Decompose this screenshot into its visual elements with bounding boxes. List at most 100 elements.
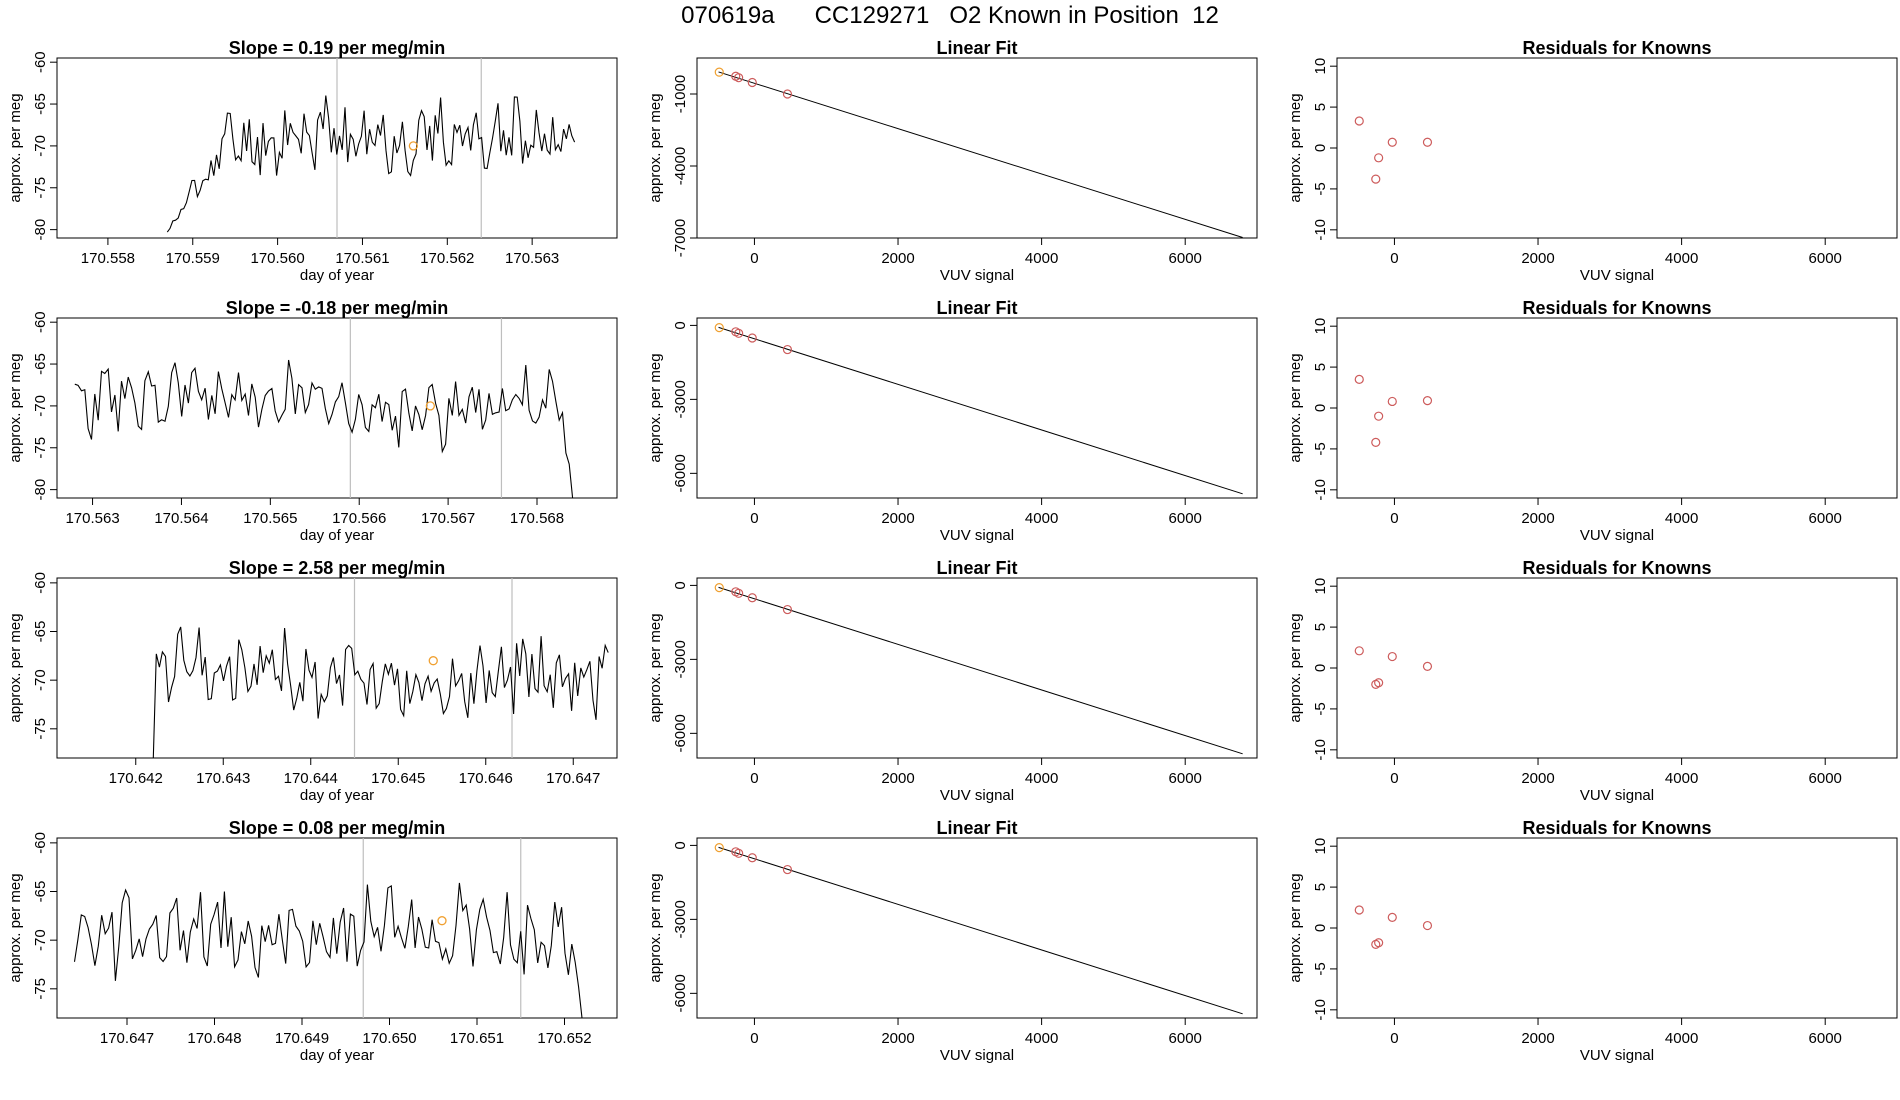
- y-tick-label: -10: [1312, 219, 1329, 241]
- panel-3-3: Residuals for Knowns 0 2000 4000 6000 VUV sig…: [1287, 558, 1898, 804]
- y-axis-label: approx. per meg: [1287, 353, 1304, 462]
- x-tick-label: 6000: [1809, 1030, 1842, 1047]
- x-tick-label: 170.651: [450, 1030, 504, 1047]
- x-tick-label: 0: [1390, 250, 1398, 267]
- x-tick-label: 2000: [1521, 250, 1554, 267]
- x-axis-label: VUV signal: [940, 527, 1014, 544]
- plot-frame: [1336, 57, 1898, 239]
- series-line: [166, 95, 576, 233]
- y-tick-label: -3000: [672, 640, 689, 678]
- y-tick-label: 5: [1312, 363, 1329, 371]
- y-tick-label: -75: [32, 437, 49, 459]
- x-tick-label: 170.642: [109, 770, 163, 787]
- y-tick-label: -75: [32, 177, 49, 199]
- plot-area: [152, 578, 609, 758]
- chart-title: Residuals for Knowns: [1522, 298, 1711, 318]
- chart-title: Linear Fit: [936, 558, 1017, 578]
- x-axis-label: VUV signal: [940, 787, 1014, 804]
- x-tick-label: 170.648: [187, 1030, 241, 1047]
- x-tick-label: 4000: [1025, 250, 1058, 267]
- panel-4-2: Linear Fit 0 2000 4000 6000 VUV signal 0 -3000 -…: [647, 818, 1258, 1064]
- y-tick-label: 0: [1312, 664, 1329, 672]
- x-axis-label: VUV signal: [940, 1047, 1014, 1064]
- x-tick-label: 6000: [1169, 770, 1202, 787]
- data-point: [734, 328, 744, 338]
- x-tick-label: 2000: [1521, 510, 1554, 527]
- panel-2-1: Slope = -0.18 per meg/min 170.563 170.564 1…: [7, 298, 618, 544]
- y-tick-label: 10: [1312, 838, 1329, 855]
- chart-title: Slope = 0.08 per meg/min: [229, 818, 446, 838]
- plot-frame: [696, 57, 1258, 239]
- y-tick-label: -65: [32, 93, 49, 115]
- x-tick-label: 170.566: [332, 510, 386, 527]
- y-tick-label: -70: [32, 135, 49, 157]
- plot-area: [74, 318, 574, 498]
- data-point: [734, 588, 744, 598]
- x-tick-label: 4000: [1665, 510, 1698, 527]
- plot-frame: [1336, 577, 1898, 759]
- chart-title: Residuals for Knowns: [1522, 558, 1711, 578]
- fit-line: [718, 846, 1243, 1015]
- x-tick-label: 0: [1390, 770, 1398, 787]
- x-tick-label: 6000: [1169, 510, 1202, 527]
- x-tick-label: 170.643: [196, 770, 250, 787]
- series-line: [74, 359, 574, 498]
- plot-frame: [1336, 317, 1898, 499]
- panel-1-2: Linear Fit 0 2000 4000 6000 VUV signal -1000 -4…: [647, 38, 1258, 284]
- y-tick-label: -60: [32, 311, 49, 333]
- x-tick-label: 170.562: [420, 250, 474, 267]
- y-tick-label: -10: [1312, 739, 1329, 761]
- x-tick-label: 170.646: [459, 770, 513, 787]
- x-tick-label: 170.558: [81, 250, 135, 267]
- chart-title: Slope = 0.19 per meg/min: [229, 38, 446, 58]
- x-axis-label: VUV signal: [1580, 787, 1654, 804]
- data-point: [1371, 437, 1381, 447]
- y-tick-label: -3000: [672, 380, 689, 418]
- y-tick-label: 5: [1312, 623, 1329, 631]
- data-point: [782, 344, 793, 355]
- x-tick-label: 170.644: [284, 770, 338, 787]
- y-tick-label: -10: [1312, 999, 1329, 1021]
- plot-frame: [56, 317, 618, 499]
- plot-frame: [696, 317, 1258, 499]
- data-point: [1422, 396, 1433, 406]
- x-axis-label: VUV signal: [940, 267, 1014, 284]
- y-tick-label: -6000: [672, 714, 689, 752]
- y-tick-label: -7000: [672, 219, 689, 257]
- page-title: 070619a CC129271 O2 Known in Position 12: [681, 2, 1219, 29]
- y-tick-label: 5: [1312, 883, 1329, 891]
- plot-area: [714, 323, 1243, 495]
- chart-title: Linear Fit: [936, 298, 1017, 318]
- plot-area: [1354, 116, 1433, 184]
- x-tick-label: 170.561: [335, 250, 389, 267]
- x-tick-label: 4000: [1665, 770, 1698, 787]
- data-point: [1387, 912, 1397, 922]
- x-tick-label: 4000: [1665, 1030, 1698, 1047]
- x-tick-label: 170.650: [362, 1030, 416, 1047]
- x-tick-label: 2000: [881, 250, 914, 267]
- panel-2-2: Linear Fit 0 2000 4000 6000 VUV signal 0 -3000 -…: [647, 298, 1258, 544]
- y-tick-label: -70: [32, 669, 49, 691]
- chart-title: Linear Fit: [936, 818, 1017, 838]
- y-tick-label: -10: [1312, 479, 1329, 501]
- data-point: [1374, 153, 1384, 163]
- y-tick-label: -65: [32, 353, 49, 375]
- y-tick-label: 0: [1312, 404, 1329, 412]
- y-axis-label: approx. per meg: [1287, 613, 1304, 722]
- panel-1-1: Slope = 0.19 per meg/min 170.558 170.559 17…: [7, 38, 618, 284]
- x-axis-label: VUV signal: [1580, 1047, 1654, 1064]
- data-point: [1422, 920, 1433, 931]
- x-tick-label: 170.560: [250, 250, 304, 267]
- x-tick-label: 2000: [1521, 770, 1554, 787]
- y-tick-label: 5: [1312, 103, 1329, 111]
- y-tick-label: 0: [672, 581, 689, 589]
- data-point: [714, 843, 724, 853]
- y-tick-label: 10: [1312, 58, 1329, 75]
- y-tick-label: -1000: [672, 75, 689, 113]
- x-tick-label: 6000: [1809, 510, 1842, 527]
- y-tick-label: -80: [32, 479, 49, 501]
- y-tick-label: -70: [32, 395, 49, 417]
- x-tick-label: 4000: [1025, 770, 1058, 787]
- data-point: [747, 333, 757, 343]
